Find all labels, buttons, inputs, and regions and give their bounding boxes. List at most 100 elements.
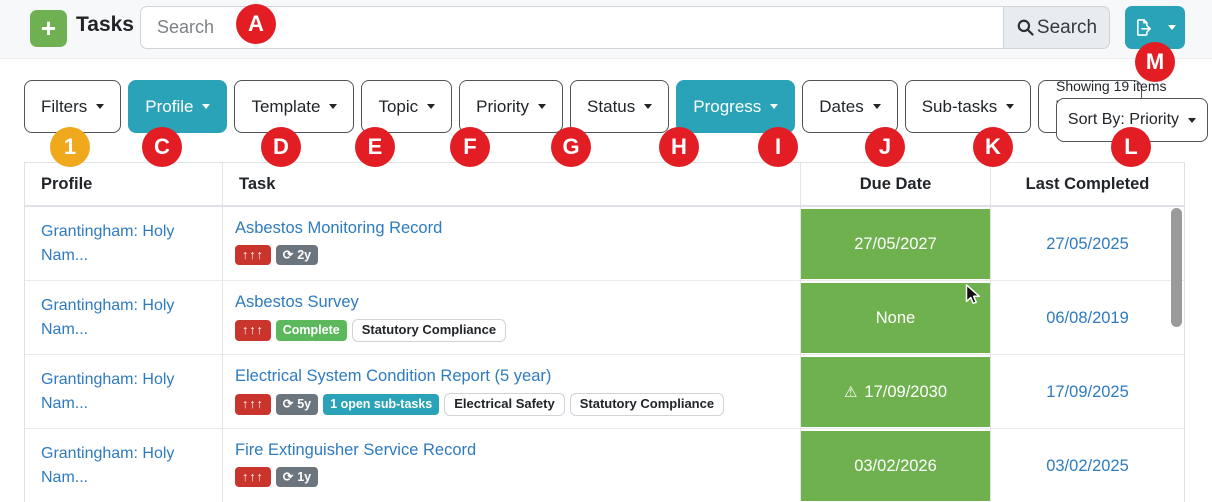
column-header-last-completed: Last Completed xyxy=(1025,174,1150,193)
annotation-marker-h: H xyxy=(659,127,699,167)
annotation-marker-1: 1 xyxy=(50,127,90,167)
table-row: Grantingham: Holy Nam... Fire Extinguish… xyxy=(25,429,1184,502)
tasks-table: Profile Task Due Date Last Completed Gra… xyxy=(24,162,1185,502)
due-date-value: None xyxy=(875,308,916,327)
filter-label: Dates xyxy=(819,96,864,116)
task-link[interactable]: Electrical System Condition Report (5 ye… xyxy=(235,367,552,385)
tag-badge: Statutory Compliance xyxy=(351,319,507,342)
sort-by-button[interactable]: Sort By: Priority xyxy=(1056,98,1208,142)
chevron-down-icon xyxy=(872,104,881,109)
search-group: Search xyxy=(140,6,1110,49)
filter-label: Template xyxy=(251,96,321,116)
due-date-cell: 03/02/2026 xyxy=(801,429,991,502)
tag-badge: Statutory Compliance xyxy=(569,393,725,416)
export-button[interactable] xyxy=(1125,6,1185,49)
table-row: Grantingham: Holy Nam... Asbestos Survey… xyxy=(25,281,1184,355)
search-input[interactable] xyxy=(140,6,1004,49)
task-link[interactable]: Asbestos Monitoring Record xyxy=(235,219,443,237)
chevron-down-icon xyxy=(202,104,211,109)
annotation-marker-j: J xyxy=(865,127,905,167)
search-button[interactable]: Search xyxy=(1004,6,1110,49)
page-title: Tasks xyxy=(76,13,134,36)
column-header-profile: Profile xyxy=(25,163,223,205)
profile-link[interactable]: Grantingham: Holy Nam... xyxy=(41,371,175,412)
vertical-scrollbar-thumb[interactable] xyxy=(1171,208,1182,327)
annotation-marker-i: I xyxy=(758,127,798,167)
annotation-marker-f: F xyxy=(450,127,490,167)
status-badge: Complete xyxy=(275,320,347,341)
sort-by-label: Sort By: Priority xyxy=(1067,111,1180,128)
filter-label: Priority xyxy=(476,96,530,116)
chevron-down-icon xyxy=(329,104,338,109)
refresh-icon: ⟳ xyxy=(282,397,294,412)
task-link[interactable]: Fire Extinguisher Service Record xyxy=(235,441,477,459)
priority-badge: ↑↑↑ xyxy=(235,320,271,341)
recurrence-label: 5y xyxy=(297,397,312,412)
annotation-marker-k: K xyxy=(973,127,1013,167)
filter-button-template[interactable]: Template xyxy=(234,80,355,133)
plus-icon: + xyxy=(40,13,57,43)
search-icon xyxy=(1017,19,1034,36)
filter-button-filters[interactable]: Filters xyxy=(24,80,122,133)
last-completed-link[interactable]: 27/05/2025 xyxy=(1046,234,1129,253)
task-link[interactable]: Asbestos Survey xyxy=(235,293,359,311)
profile-link[interactable]: Grantingham: Holy Nam... xyxy=(41,445,175,486)
filter-toolbar: Filters Profile Template Topic Priority … xyxy=(24,80,1143,133)
annotation-marker-g: G xyxy=(551,127,591,167)
chevron-down-icon xyxy=(427,104,436,109)
chevron-down-icon xyxy=(96,104,105,109)
task-badges: ↑↑↑ ⟳ 1y xyxy=(235,467,788,488)
task-badges: ↑↑↑ ⟳ 2y xyxy=(235,245,788,266)
column-header-task: Task xyxy=(223,163,801,205)
annotation-marker-l: L xyxy=(1111,127,1151,167)
profile-link[interactable]: Grantingham: Holy Nam... xyxy=(41,223,175,264)
priority-badge: ↑↑↑ xyxy=(235,394,271,415)
filter-button-profile[interactable]: Profile xyxy=(128,80,228,133)
chevron-down-icon xyxy=(1188,117,1197,123)
filter-button-subtasks[interactable]: Sub-tasks xyxy=(904,80,1032,133)
filter-button-dates[interactable]: Dates xyxy=(802,80,898,133)
recurrence-badge: ⟳ 1y xyxy=(275,467,319,488)
subtasks-badge: 1 open sub-tasks xyxy=(323,394,440,415)
last-completed-link[interactable]: 06/08/2019 xyxy=(1046,308,1129,327)
recurrence-label: 1y xyxy=(297,470,312,484)
sort-group: Showing 19 items Sort By: Priority xyxy=(1056,78,1208,142)
table-row: Grantingham: Holy Nam... Asbestos Monito… xyxy=(25,207,1184,281)
chevron-down-icon xyxy=(1006,104,1015,109)
due-date-cell: 27/05/2027 xyxy=(801,207,991,281)
annotation-marker-a: A xyxy=(236,4,276,44)
warning-icon: ⚠ xyxy=(843,384,858,401)
filter-button-topic[interactable]: Topic xyxy=(361,80,453,133)
last-completed-link[interactable]: 03/02/2025 xyxy=(1046,456,1129,475)
filter-button-priority[interactable]: Priority xyxy=(459,80,564,133)
due-date-value: 17/09/2030 xyxy=(864,382,948,401)
filter-label: Status xyxy=(587,96,636,116)
recurrence-badge: ⟳ 5y xyxy=(275,394,319,415)
priority-badge: ↑↑↑ xyxy=(235,245,271,266)
topbar: + Tasks Search xyxy=(0,0,1212,59)
due-date-cell: ⚠ 17/09/2030 xyxy=(801,355,991,429)
filter-button-progress[interactable]: Progress xyxy=(676,80,796,133)
table-row: Grantingham: Holy Nam... Electrical Syst… xyxy=(25,355,1184,429)
task-badges: ↑↑↑ Complete Statutory Compliance xyxy=(235,319,788,342)
task-badges: ↑↑↑ ⟳ 5y 1 open sub-tasks Electrical Safe… xyxy=(235,393,788,416)
chevron-down-icon xyxy=(538,104,547,109)
annotation-marker-c: C xyxy=(142,127,182,167)
showing-count: Showing 19 items xyxy=(1056,78,1167,94)
filter-label: Sub-tasks xyxy=(921,96,998,116)
filter-button-status[interactable]: Status xyxy=(570,80,670,133)
column-header-due-date: Due Date xyxy=(801,163,991,205)
annotation-marker-m: M xyxy=(1135,42,1175,82)
recurrence-label: 2y xyxy=(297,248,312,262)
search-button-label: Search xyxy=(1036,16,1098,38)
due-date-value: 03/02/2026 xyxy=(854,456,937,475)
refresh-icon: ⟳ xyxy=(282,248,294,262)
annotation-marker-d: D xyxy=(261,127,301,167)
filter-label: Filters xyxy=(41,96,88,116)
due-date-cell: None xyxy=(801,281,991,355)
due-date-value: 27/05/2027 xyxy=(854,234,937,253)
profile-link[interactable]: Grantingham: Holy Nam... xyxy=(41,297,175,338)
add-task-button[interactable]: + xyxy=(30,10,67,47)
annotation-marker-e: E xyxy=(355,127,395,167)
last-completed-link[interactable]: 17/09/2025 xyxy=(1046,382,1129,401)
